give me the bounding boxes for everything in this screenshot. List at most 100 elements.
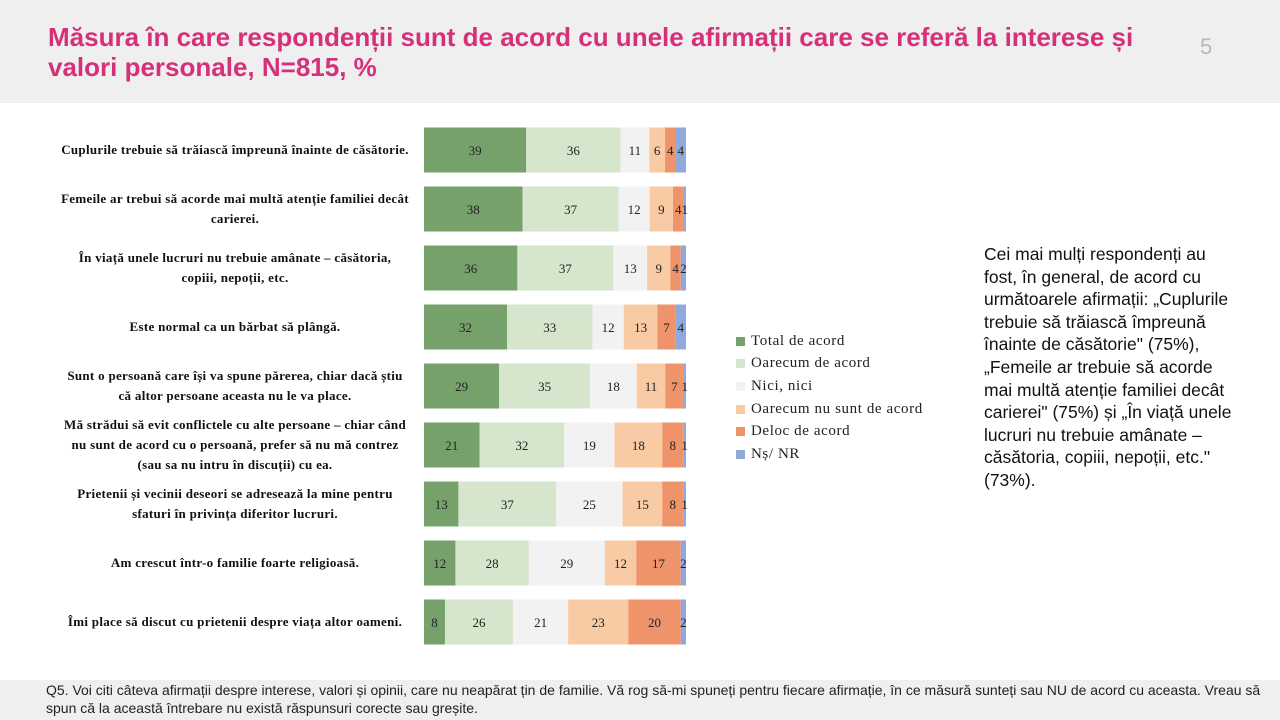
data-label: 36 bbox=[567, 143, 581, 158]
bar-segment bbox=[675, 304, 686, 350]
legend-label: Nici, nici bbox=[751, 377, 813, 394]
bar-segment bbox=[683, 422, 686, 468]
bar-segment bbox=[424, 363, 500, 409]
page-number: 5 bbox=[1200, 34, 1213, 59]
data-label: 2 bbox=[680, 556, 687, 571]
legend-label: Oarecum de acord bbox=[751, 355, 871, 372]
legend-item: Nici, nici bbox=[736, 375, 923, 398]
data-label: 8 bbox=[670, 438, 677, 453]
data-label: 1 bbox=[681, 379, 688, 394]
bar-segment bbox=[622, 481, 663, 527]
data-label: 18 bbox=[607, 379, 620, 394]
data-label: 13 bbox=[634, 320, 647, 335]
data-label: 12 bbox=[614, 556, 627, 571]
data-label: 2 bbox=[680, 261, 687, 276]
bar-segment bbox=[517, 245, 614, 291]
data-label: 36 bbox=[464, 261, 478, 276]
data-label: 37 bbox=[559, 261, 573, 276]
bar-segment bbox=[665, 363, 684, 409]
bar-segment bbox=[662, 481, 684, 527]
legend-swatch bbox=[736, 449, 745, 459]
bar-segment bbox=[680, 599, 686, 645]
data-label: 32 bbox=[459, 320, 472, 335]
legend-swatch bbox=[736, 336, 745, 346]
bar-segment bbox=[683, 186, 686, 232]
data-label: 32 bbox=[515, 438, 528, 453]
bar-segment bbox=[657, 304, 676, 350]
bar-segment bbox=[592, 304, 624, 350]
data-label: 33 bbox=[543, 320, 556, 335]
data-label: 4 bbox=[678, 320, 685, 335]
bar-segment bbox=[444, 599, 514, 645]
category-label: Prietenii și vecinii deseori se adreseaz… bbox=[77, 486, 393, 521]
data-label: 21 bbox=[534, 615, 547, 630]
bar-segment bbox=[455, 540, 529, 586]
bar-segment bbox=[620, 127, 650, 173]
bar-segment bbox=[613, 245, 648, 291]
bar-segment bbox=[424, 540, 456, 586]
bar-segment bbox=[424, 245, 518, 291]
bar-segment bbox=[568, 599, 629, 645]
header-bar bbox=[0, 0, 1280, 103]
legend-item: Nș/ NR bbox=[736, 443, 923, 466]
bar-segment bbox=[458, 481, 557, 527]
data-label: 19 bbox=[583, 438, 596, 453]
bar-segment bbox=[680, 245, 686, 291]
category-label: Cuplurile trebuie să trăiască împreună î… bbox=[61, 142, 409, 157]
bar-segment bbox=[424, 127, 527, 173]
bar-segment bbox=[675, 127, 686, 173]
data-label: 12 bbox=[628, 202, 641, 217]
data-label: 11 bbox=[645, 379, 658, 394]
category-label: Mă strădui să evit conflictele cu alte p… bbox=[64, 417, 406, 472]
data-label: 11 bbox=[629, 143, 642, 158]
data-label: 23 bbox=[592, 615, 605, 630]
data-label: 29 bbox=[560, 556, 573, 571]
bar-segment bbox=[604, 540, 637, 586]
footer-bar bbox=[0, 680, 1280, 720]
bar-segment bbox=[628, 599, 681, 645]
data-label: 7 bbox=[663, 320, 670, 335]
legend-label: Oarecum nu sunt de acord bbox=[751, 400, 923, 417]
bar-segment bbox=[649, 186, 674, 232]
data-label: 4 bbox=[675, 202, 682, 217]
data-label: 38 bbox=[467, 202, 480, 217]
bar-segment bbox=[564, 422, 615, 468]
data-label: 4 bbox=[667, 143, 674, 158]
bar-segment bbox=[528, 540, 605, 586]
data-label: 8 bbox=[431, 615, 438, 630]
data-label: 17 bbox=[652, 556, 666, 571]
data-label: 4 bbox=[678, 143, 685, 158]
bar-segment bbox=[647, 245, 671, 291]
legend-item: Deloc de acord bbox=[736, 420, 923, 443]
bar-segment bbox=[614, 422, 663, 468]
bar-segment bbox=[507, 304, 593, 350]
bar-segment bbox=[623, 304, 658, 350]
bar-segment bbox=[526, 127, 621, 173]
data-label: 2 bbox=[680, 615, 687, 630]
data-label: 25 bbox=[583, 497, 596, 512]
legend-label: Total de acord bbox=[751, 332, 845, 349]
bar-segment bbox=[424, 304, 508, 350]
data-label: 21 bbox=[445, 438, 458, 453]
bar-segment bbox=[424, 599, 445, 645]
data-label: 35 bbox=[538, 379, 551, 394]
legend-item: Total de acord bbox=[736, 330, 923, 353]
category-label: Sunt o persoană care își va spune părere… bbox=[67, 368, 403, 403]
bar-segment bbox=[556, 481, 623, 527]
bar-segment bbox=[424, 481, 459, 527]
data-label: 12 bbox=[433, 556, 446, 571]
bar-segment bbox=[665, 127, 676, 173]
legend-swatch bbox=[736, 427, 745, 437]
data-label: 4 bbox=[672, 261, 679, 276]
data-label: 8 bbox=[670, 497, 677, 512]
data-label: 13 bbox=[435, 497, 448, 512]
legend-label: Deloc de acord bbox=[751, 423, 851, 440]
bar-segment bbox=[424, 186, 523, 232]
data-label: 13 bbox=[624, 261, 637, 276]
bar-segment bbox=[683, 481, 686, 527]
category-label: Este normal ca un bărbat să plângă. bbox=[129, 319, 341, 334]
legend-label: Nș/ NR bbox=[751, 445, 801, 462]
bar-segment bbox=[649, 127, 666, 173]
bar-segment bbox=[673, 186, 684, 232]
